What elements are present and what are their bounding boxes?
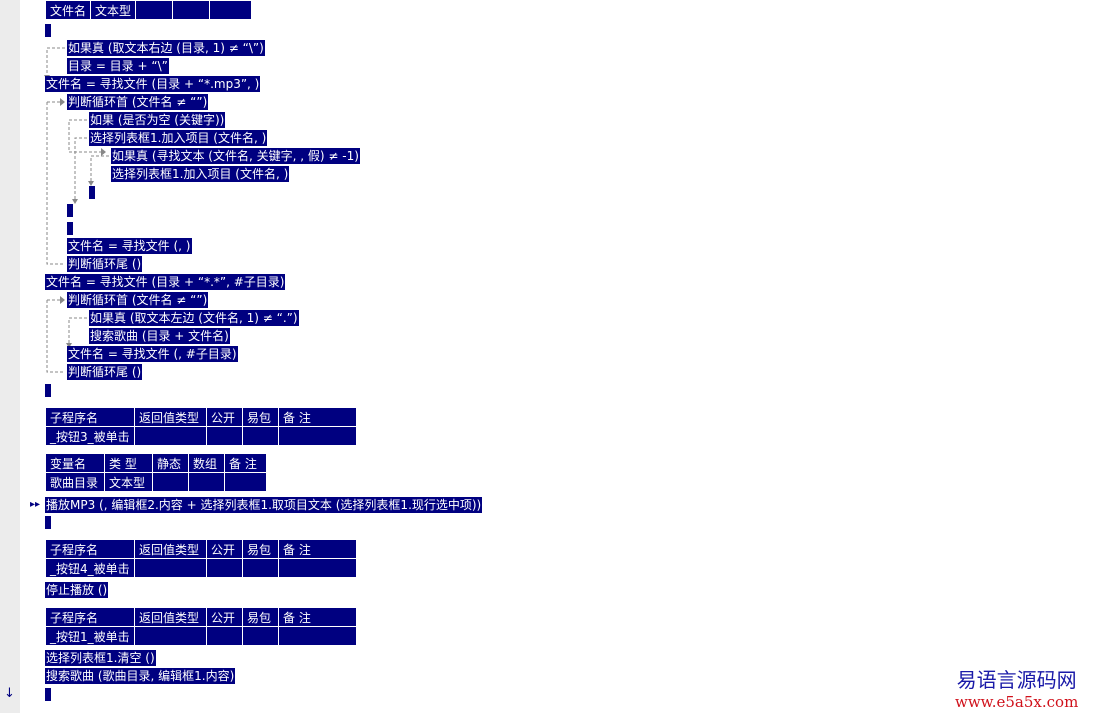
header-cell: 返回值类型: [134, 607, 207, 627]
subroutine-table-button1: 子程序名 返回值类型 公开 易包备 注 _按钮1_被单击: [45, 607, 357, 646]
code-line[interactable]: 选择列表框1.加入项目 (文件名, ): [111, 166, 290, 182]
code-line[interactable]: 播放MP3 (, 编辑框2.内容 + 选择列表框1.取项目文本 (选择列表框1.…: [45, 497, 483, 513]
header-cell: 易包: [242, 407, 279, 427]
cell: [209, 0, 253, 20]
header-cell: 静态: [152, 453, 189, 473]
header-cell: 备 注: [278, 607, 357, 627]
subroutine-name[interactable]: _按钮4_被单击: [45, 558, 135, 578]
code-line[interactable]: 停止播放 (): [45, 582, 109, 598]
header-cell: 返回值类型: [134, 539, 207, 559]
header-cell: 备 注: [278, 539, 357, 559]
cursor-line[interactable]: [45, 24, 51, 37]
code-line[interactable]: 判断循环首 (文件名 ≠ “”): [67, 292, 209, 308]
code-line[interactable]: 目录 = 目录 + “\”: [67, 58, 169, 74]
code-line[interactable]: 判断循环尾 (): [67, 256, 143, 272]
variable-type[interactable]: 文本型: [104, 472, 153, 492]
code-line[interactable]: 如果真 (寻找文本 (文件名, 关键字, , 假) ≠ -1): [111, 148, 360, 164]
header-cell: 子程序名: [45, 407, 135, 427]
cursor-line[interactable]: [67, 222, 73, 235]
cell: [172, 0, 211, 20]
cell: 文本型: [90, 0, 137, 20]
watermark-logo: 易语言源码网 www.e5a5x.com: [955, 664, 1078, 711]
cursor-line[interactable]: [45, 516, 51, 529]
header-cell: 公开: [206, 407, 243, 427]
code-line[interactable]: 选择列表框1.加入项目 (文件名, ): [89, 130, 268, 146]
breakpoint-marker-icon: ▸▸: [30, 499, 41, 510]
header-cell: 子程序名: [45, 539, 135, 559]
header-cell: 备 注: [224, 453, 267, 473]
header-cell: 备 注: [278, 407, 357, 427]
code-line[interactable]: 文件名 = 寻找文件 (目录 + “*.mp3”, ): [45, 76, 261, 92]
code-line[interactable]: 文件名 = 寻找文件 (, #子目录): [67, 346, 238, 362]
header-cell: 数组: [188, 453, 225, 473]
header-cell: 类 型: [104, 453, 153, 473]
code-line[interactable]: 文件名 = 寻找文件 (目录 + “*.*”, #子目录): [45, 274, 286, 290]
code-line[interactable]: 搜索歌曲 (目录 + 文件名): [89, 328, 230, 344]
arrow-down-icon: ↓: [4, 686, 15, 701]
header-cell: 易包: [242, 539, 279, 559]
flow-lines: [44, 47, 109, 373]
code-line[interactable]: 如果真 (取文本右边 (目录, 1) ≠ “\”): [67, 40, 265, 56]
watermark-url: www.e5a5x.com: [955, 693, 1079, 711]
header-cell: 易包: [242, 607, 279, 627]
code-line[interactable]: 如果真 (取文本左边 (文件名, 1) ≠ “.”): [89, 310, 299, 326]
header-cell: 公开: [206, 539, 243, 559]
header-cell: 公开: [206, 607, 243, 627]
header-cell: 返回值类型: [134, 407, 207, 427]
subroutine-table-button4: 子程序名 返回值类型 公开 易包备 注 _按钮4_被单击: [45, 539, 357, 578]
variable-table-row: 文件名 文本型: [44, 0, 253, 20]
cursor-line[interactable]: [67, 204, 73, 217]
header-cell: 子程序名: [45, 607, 135, 627]
line-gutter: [0, 0, 20, 713]
cursor-line[interactable]: [45, 384, 51, 397]
cursor-line[interactable]: [45, 688, 51, 701]
cursor-line[interactable]: [89, 186, 95, 199]
header-cell: 变量名: [45, 453, 105, 473]
cell: 文件名: [44, 0, 92, 20]
local-variable-table: 变量名类 型静态 数组备 注 歌曲目录 文本型: [45, 453, 267, 492]
subroutine-table-button3: 子程序名 返回值类型 公开 易包备 注 _按钮3_被单击: [45, 407, 357, 446]
code-line[interactable]: 搜索歌曲 (歌曲目录, 编辑框1.内容): [45, 668, 236, 684]
code-line[interactable]: 判断循环尾 (): [67, 364, 143, 380]
variable-name[interactable]: 歌曲目录: [45, 472, 105, 492]
subroutine-name[interactable]: _按钮3_被单击: [45, 426, 135, 446]
code-line[interactable]: 判断循环首 (文件名 ≠ “”): [67, 94, 209, 110]
subroutine-name[interactable]: _按钮1_被单击: [45, 626, 135, 646]
watermark-title: 易语言源码网: [956, 668, 1077, 692]
code-line[interactable]: 如果 (是否为空 (关键字)): [89, 112, 226, 128]
code-line[interactable]: 选择列表框1.清空 (): [45, 650, 156, 666]
code-line[interactable]: 文件名 = 寻找文件 (, ): [67, 238, 192, 254]
